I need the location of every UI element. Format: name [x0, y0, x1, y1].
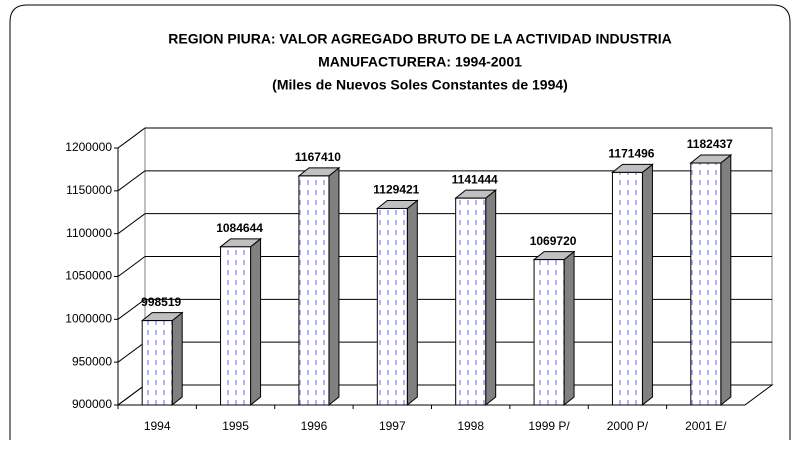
frame	[9, 4, 791, 440]
chart-subtitle: (Miles de Nuevos Soles Constantes de 199…	[272, 77, 568, 93]
bar	[455, 197, 487, 406]
bar-side	[250, 237, 262, 407]
x-tick-label: 2000 P/	[607, 419, 649, 433]
value-label: 1167410	[295, 150, 341, 164]
grid-line	[117, 298, 146, 320]
y-tick-label: 1000000	[65, 312, 112, 326]
value-label: 998519	[141, 295, 181, 309]
x-tick-label: 1996	[301, 419, 328, 433]
grid-line	[117, 127, 146, 149]
grid-line	[117, 384, 146, 406]
y-tick-label: 950000	[72, 354, 112, 368]
bar-side	[406, 199, 418, 407]
value-label: 1084644	[216, 221, 263, 235]
bar	[611, 171, 643, 406]
y-tick-label: 1100000	[66, 226, 112, 240]
y-tick-label: 900000	[72, 397, 112, 411]
bar-side	[563, 250, 575, 407]
bar-side	[328, 166, 340, 407]
bar	[376, 207, 408, 406]
chart-title: MANUFACTURERA: 1994-2001	[318, 54, 522, 70]
x-tick-label: 1999 P/	[528, 419, 570, 433]
bar	[141, 320, 173, 406]
grid-line	[117, 170, 146, 192]
value-label: 1069720	[530, 234, 577, 248]
bar	[220, 246, 252, 406]
bar-side	[485, 189, 497, 407]
value-label: 1141444	[452, 172, 498, 186]
grid-line	[117, 213, 146, 235]
bar-side	[720, 154, 732, 407]
value-label: 1129421	[373, 183, 419, 197]
x-tick-label: 1995	[222, 419, 249, 433]
x-tick-label: 1997	[379, 419, 406, 433]
bar	[690, 162, 722, 406]
x-tick-label: 1998	[457, 419, 484, 433]
grid-line	[117, 256, 146, 277]
value-label: 1171496	[608, 147, 654, 161]
y-tick-label: 1150000	[66, 183, 112, 197]
floor	[116, 384, 774, 406]
chart-title: REGION PIURA: VALOR AGREGADO BRUTO DE LA…	[168, 31, 672, 47]
bar	[298, 175, 330, 406]
bar-side	[171, 311, 183, 407]
grid-line	[117, 341, 146, 363]
x-tick-label: 2001 E/	[685, 419, 727, 433]
value-label: 1182437	[687, 137, 733, 151]
y-tick-label: 1050000	[65, 269, 112, 283]
bar	[533, 259, 565, 406]
bar-side	[641, 163, 653, 407]
x-tick-label: 1994	[144, 419, 171, 433]
y-tick-label: 1200000	[65, 140, 112, 154]
